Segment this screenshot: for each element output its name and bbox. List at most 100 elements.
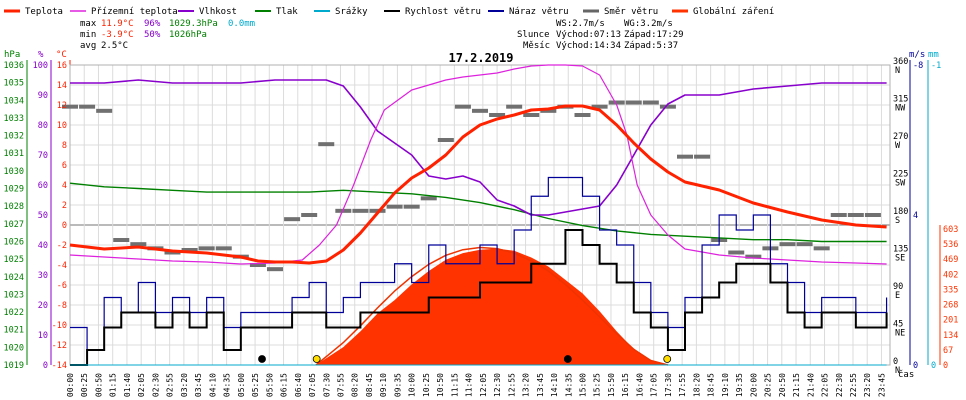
- x-tick-label: 07:30: [322, 373, 331, 397]
- wind-direction-point: [864, 213, 881, 217]
- time-axis-unit: čas: [898, 369, 914, 380]
- x-tick-label: 15:00: [579, 373, 588, 397]
- x-tick-label: 14:35: [564, 373, 573, 397]
- direction-tick-value: 135: [893, 245, 908, 255]
- x-tick-label: 12:55: [507, 373, 516, 397]
- x-tick-label: 03:45: [194, 373, 203, 397]
- wind-direction-point: [335, 208, 352, 213]
- info-sunset: Západ:17:29: [624, 30, 684, 40]
- x-tick-label: 04:35: [223, 373, 232, 397]
- direction-tick-label: W: [895, 141, 901, 151]
- pressure-tick-label: 1034: [4, 96, 24, 106]
- direction-tick-value: 90: [893, 282, 903, 292]
- stat-min-hum: 50%: [144, 30, 161, 40]
- x-tick-label: 17:55: [678, 373, 687, 397]
- sunset-marker: [663, 355, 672, 363]
- x-tick-label: 19:35: [735, 373, 744, 397]
- x-tick-label: 12:30: [493, 373, 502, 397]
- wind-direction-point: [506, 104, 523, 109]
- info-sun-label: Slunce: [517, 30, 550, 40]
- pressure-tick-label: 1035: [4, 79, 24, 89]
- legend-label: Směr větru: [604, 7, 658, 17]
- stat-max-hum: 96%: [144, 19, 161, 29]
- stat-min-label: min: [80, 30, 96, 40]
- x-tick-label: 00:00: [66, 373, 75, 397]
- temperature-tick-label: 6: [62, 161, 67, 171]
- temperature-tick-label: -12: [52, 341, 67, 351]
- x-tick-label: 21:15: [792, 373, 801, 397]
- x-tick-label: 00:50: [94, 373, 103, 397]
- x-tick-label: 08:20: [351, 373, 360, 397]
- direction-tick-label: NW: [895, 104, 906, 114]
- radiation-theoretical-line: [315, 246, 669, 366]
- pressure-tick-label: 1030: [4, 167, 24, 177]
- wind-direction-point: [847, 213, 864, 217]
- legend: Teplota Přízemní teplota Vlhkost Tlak Sr…: [4, 7, 774, 17]
- wind-direction-point: [62, 104, 78, 109]
- chart-title: 17.2.2019: [448, 51, 513, 65]
- wind-direction-point: [454, 104, 471, 109]
- legend-label: Náraz větru: [509, 7, 569, 17]
- direction-tick-value: 270: [893, 132, 908, 142]
- x-tick-label: 05:25: [251, 373, 260, 397]
- info-wg: WG:3.2m/s: [624, 19, 673, 29]
- pressure-tick-label: 1031: [4, 149, 24, 159]
- plot-area: [62, 64, 888, 366]
- wind-direction-point: [694, 154, 711, 159]
- temperature-tick-label: 0: [62, 221, 67, 231]
- rain-axis-unit: mm: [928, 50, 939, 60]
- pressure-tick-label: 1020: [4, 343, 24, 353]
- legend-label: Rychlost větru: [405, 7, 481, 17]
- radiation-tick-label: 469: [943, 255, 958, 265]
- legend-label: Přízemní teplota: [91, 7, 178, 17]
- temperature-tick-label: -8: [57, 301, 67, 311]
- wind-tick-label: 4: [913, 211, 918, 221]
- x-tick-label: 17:05: [650, 373, 659, 397]
- humidity-tick-label: 90: [38, 91, 48, 101]
- pressure-axis-unit: hPa: [4, 50, 20, 60]
- direction-tick-label: E: [895, 291, 900, 301]
- humidity-tick-label: 80: [38, 121, 48, 131]
- temperature-tick-label: 2: [62, 201, 67, 211]
- wind-direction-point: [728, 250, 745, 255]
- humidity-tick-label: 30: [38, 271, 48, 281]
- radiation-tick-label: 67: [943, 346, 953, 356]
- temperature-tick-label: -10: [52, 321, 67, 331]
- x-tick-label: 03:20: [180, 373, 189, 397]
- pressure-tick-label: 1021: [4, 326, 24, 336]
- wind-direction-point: [352, 208, 369, 213]
- direction-tick-label: S: [895, 216, 900, 226]
- x-tick-label: 10:00: [408, 373, 417, 397]
- pressure-tick-label: 1024: [4, 273, 24, 283]
- x-tick-label: 15:50: [607, 373, 616, 397]
- wind-direction-point: [642, 100, 659, 105]
- temperature-tick-label: -2: [57, 241, 67, 251]
- x-tick-label: 11:15: [450, 373, 459, 397]
- x-tick-label: 13:20: [522, 373, 531, 397]
- x-tick-label: 08:45: [365, 373, 374, 397]
- x-tick-label: 16:15: [621, 373, 630, 397]
- direction-tick-label: SE: [895, 254, 905, 264]
- legend-item-tlak: Tlak: [255, 7, 298, 17]
- legend-label: Tlak: [276, 7, 298, 17]
- legend-item-srazky: Srážky: [314, 7, 368, 17]
- legend-label: Globální záření: [693, 7, 774, 17]
- wind-direction-point: [267, 267, 283, 272]
- legend-item-vlhkost: Vlhkost: [178, 7, 237, 17]
- wind-direction-point: [420, 196, 437, 201]
- stat-min-temp: -3.9°C: [101, 30, 134, 40]
- stat-min-press: 1026hPa: [169, 30, 207, 40]
- x-tick-label: 04:10: [208, 373, 217, 397]
- legend-label: Vlhkost: [199, 7, 237, 17]
- x-tick-label: 07:05: [308, 373, 317, 397]
- x-tick-label: 06:15: [280, 373, 289, 397]
- pressure-tick-label: 1019: [4, 361, 24, 371]
- x-tick-label: 19:10: [721, 373, 730, 397]
- stat-avg-label: avg: [80, 41, 96, 51]
- x-tick-label: 22:05: [821, 373, 830, 397]
- x-tick-label: 13:45: [536, 373, 545, 397]
- info-sunrise: Východ:07:13: [556, 30, 621, 40]
- humidity-tick-label: 0: [43, 361, 48, 371]
- pressure-tick-label: 1023: [4, 290, 24, 300]
- legend-item-teplota: Teplota: [4, 7, 63, 17]
